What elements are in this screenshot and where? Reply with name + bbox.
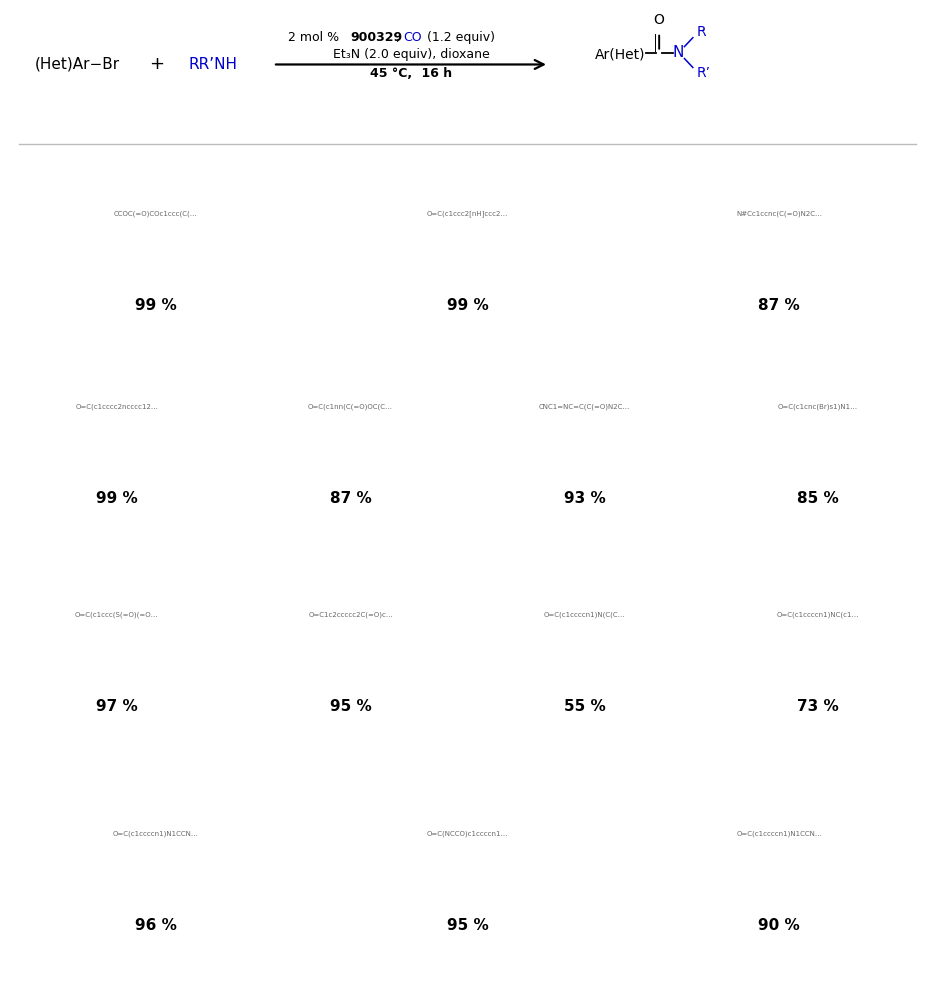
Text: O=C(c1nn(C(=O)OC(C…: O=C(c1nn(C(=O)OC(C… [309, 404, 393, 410]
Text: 85 %: 85 % [798, 491, 839, 506]
Text: 97 %: 97 % [96, 699, 137, 714]
Text: O=C(c1cccc2ncccc12…: O=C(c1cccc2ncccc12… [76, 404, 158, 410]
Text: 90 %: 90 % [758, 918, 800, 932]
Text: O: O [654, 13, 665, 27]
Text: RR’NH: RR’NH [189, 57, 237, 72]
Text: O=C(c1cnc(Br)s1)N1…: O=C(c1cnc(Br)s1)N1… [778, 404, 858, 410]
Text: CCOC(=O)COc1ccc(C(…: CCOC(=O)COc1ccc(C(… [114, 210, 197, 216]
Text: 95 %: 95 % [330, 699, 371, 714]
Text: Et₃N (2.0 equiv), dioxane: Et₃N (2.0 equiv), dioxane [333, 48, 490, 62]
Text: 99 %: 99 % [96, 491, 137, 506]
Text: 55 %: 55 % [564, 699, 605, 714]
Text: +: + [150, 56, 165, 73]
Text: Ar(Het): Ar(Het) [595, 48, 645, 62]
Text: 99 %: 99 % [135, 298, 177, 312]
Text: 93 %: 93 % [564, 491, 605, 506]
Text: O=C(NCCO)c1ccccn1…: O=C(NCCO)c1ccccn1… [426, 830, 509, 836]
Text: 900329: 900329 [351, 31, 403, 45]
Text: (1.2 equiv): (1.2 equiv) [423, 31, 495, 45]
Text: N#Cc1ccnc(C(=O)N2C…: N#Cc1ccnc(C(=O)N2C… [736, 210, 822, 216]
Text: 2 mol %: 2 mol % [288, 31, 343, 45]
Text: (Het)Ar−Br: (Het)Ar−Br [35, 57, 121, 72]
Text: O=C(c1ccccn1)N1CCN…: O=C(c1ccccn1)N1CCN… [113, 830, 199, 836]
Text: ,: , [396, 31, 405, 45]
Text: 99 %: 99 % [447, 298, 488, 312]
Text: 87 %: 87 % [330, 491, 371, 506]
Text: 73 %: 73 % [798, 699, 839, 714]
Text: 96 %: 96 % [135, 918, 177, 932]
Text: O=C(c1ccccn1)N(C(C…: O=C(c1ccccn1)N(C(C… [543, 612, 626, 618]
Text: O=C(c1ccc(S(=O)(=O…: O=C(c1ccc(S(=O)(=O… [75, 612, 159, 618]
Text: 87 %: 87 % [758, 298, 800, 312]
Text: CNC1=NC=C(C(=O)N2C…: CNC1=NC=C(C(=O)N2C… [539, 404, 630, 410]
Text: N: N [672, 45, 683, 61]
Text: 45 °C,   16 h: 45 °C, 16 h [370, 66, 453, 80]
Text: 95 %: 95 % [447, 918, 488, 932]
Text: O=C(c1ccc2[nH]ccc2…: O=C(c1ccc2[nH]ccc2… [426, 210, 509, 216]
Text: O=C(c1ccccn1)NC(c1…: O=C(c1ccccn1)NC(c1… [777, 612, 859, 618]
Text: O=C(c1ccccn1)N1CCN…: O=C(c1ccccn1)N1CCN… [736, 830, 822, 836]
Text: CO: CO [403, 31, 422, 45]
Text: O=C1c2ccccc2C(=O)c…: O=C1c2ccccc2C(=O)c… [309, 612, 393, 618]
Text: R: R [697, 25, 706, 39]
Text: R’: R’ [697, 66, 711, 80]
